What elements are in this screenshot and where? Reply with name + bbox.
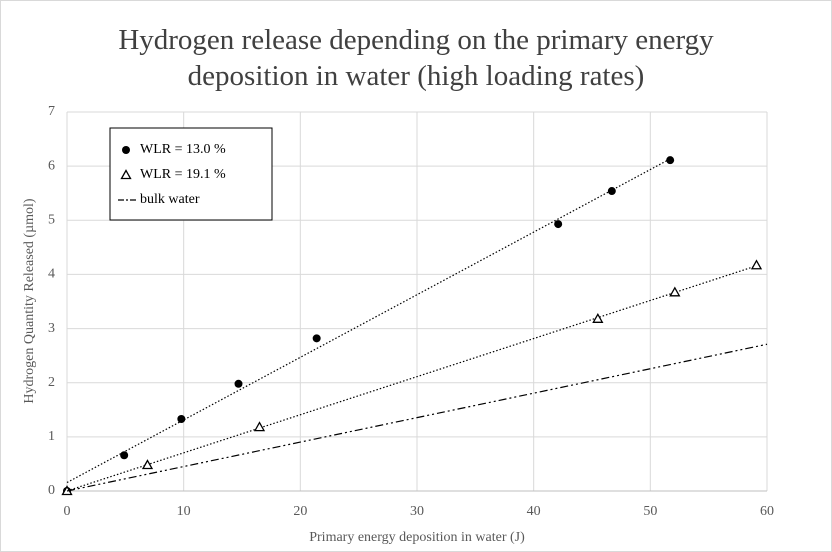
x-tick-label: 10 — [177, 504, 191, 519]
point — [750, 259, 763, 270]
point — [607, 187, 616, 196]
y-tick-label: 2 — [48, 375, 55, 390]
series-line — [66, 343, 768, 492]
point — [312, 334, 321, 343]
legend-box — [109, 127, 273, 221]
legend-label: WLR = 13.0 % — [140, 142, 226, 157]
x-tick-label: 20 — [293, 504, 307, 519]
point — [234, 379, 243, 388]
y-tick-label: 3 — [48, 321, 55, 336]
x-tick-label: 40 — [527, 504, 541, 519]
y-tick-label: 1 — [48, 429, 55, 444]
point — [120, 451, 129, 460]
point — [592, 313, 604, 323]
x-tick-label: 60 — [760, 504, 774, 519]
y-tick-label: 0 — [48, 483, 55, 498]
legend-symbol — [122, 146, 130, 154]
point — [253, 421, 266, 432]
y-axis-title: Hydrogen Quantity Released (µmol) — [22, 198, 37, 404]
y-tick-label: 4 — [48, 267, 55, 282]
point — [177, 414, 186, 423]
y-tick-label: 7 — [48, 104, 55, 119]
legend-label: WLR = 19.1 % — [140, 167, 226, 182]
y-tick-label: 5 — [48, 213, 55, 228]
legend-label: bulk water — [140, 192, 200, 207]
x-tick-label: 30 — [410, 504, 424, 519]
legend-symbol — [120, 169, 132, 180]
x-axis-title: Primary energy deposition in water (J) — [309, 530, 525, 545]
point — [554, 220, 563, 229]
point — [666, 156, 675, 165]
x-tick-label: 50 — [643, 504, 657, 519]
x-tick-label: 0 — [64, 504, 71, 519]
y-tick-label: 6 — [48, 158, 55, 173]
point — [141, 459, 154, 470]
point — [669, 286, 681, 297]
chart-title: Hydrogen release depending on the primar… — [118, 24, 714, 92]
